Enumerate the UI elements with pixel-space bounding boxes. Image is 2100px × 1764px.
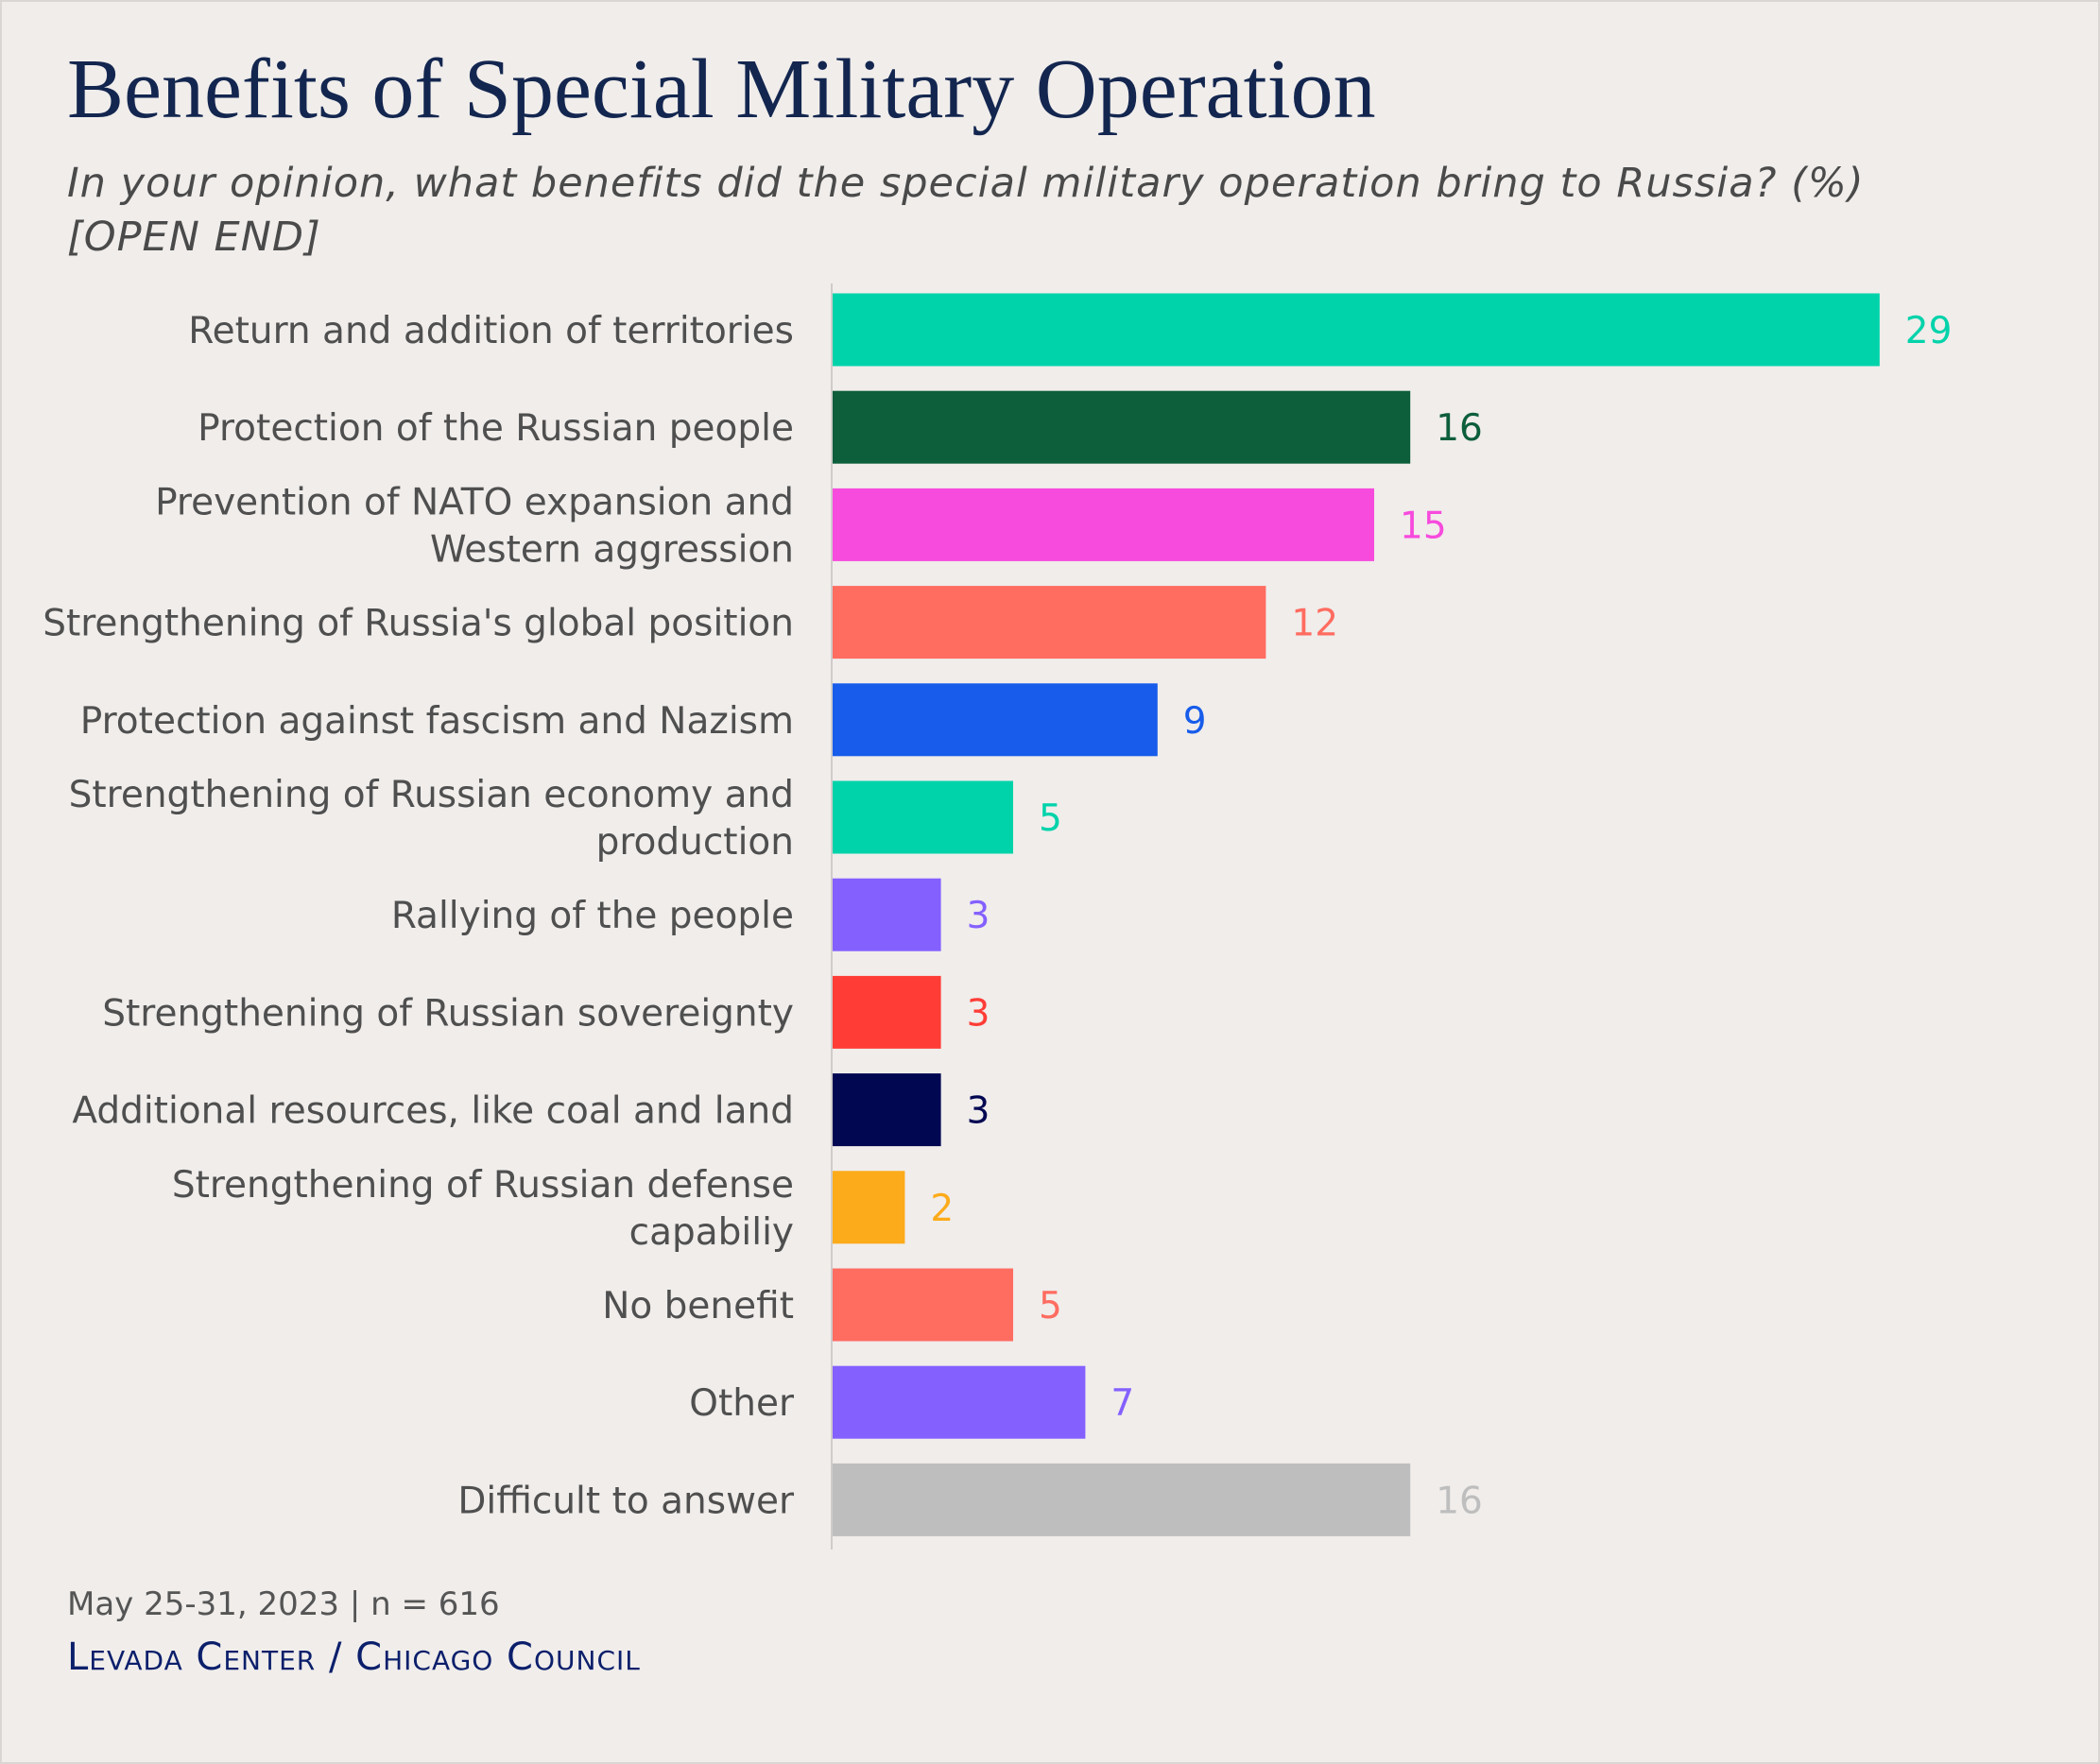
bar-11: [833, 1268, 1013, 1342]
value-label-1: 29: [1905, 310, 1953, 352]
category-label-3: Prevention of NATO expansion and Western …: [155, 481, 794, 571]
value-labels: 29 16 15 12 9 5 3 3 3 2 5 7 16: [930, 310, 1952, 1522]
value-label-8: 3: [967, 992, 990, 1035]
bar-1: [833, 293, 1880, 367]
value-label-10: 2: [930, 1188, 954, 1230]
value-label-12: 7: [1110, 1382, 1134, 1425]
category-label-6: Strengthening of Russian economy and prod…: [69, 774, 794, 864]
category-label-1: Return and addition of territories: [188, 310, 794, 352]
value-label-5: 9: [1183, 700, 1207, 743]
value-label-13: 16: [1436, 1480, 1483, 1522]
category-label-8: Strengthening of Russian sovereignty: [102, 992, 794, 1035]
category-label-10: Strengthening of Russian defense capabili…: [172, 1164, 794, 1254]
value-label-11: 5: [1039, 1285, 1062, 1327]
category-label-11: No benefit: [602, 1285, 794, 1327]
value-label-9: 3: [967, 1090, 990, 1133]
bar-4: [833, 586, 1266, 659]
bar-6: [833, 780, 1013, 854]
bar-3: [833, 488, 1374, 561]
source-date-sample: May 25-31, 2023 | n = 616: [67, 1585, 500, 1623]
bar-13: [833, 1463, 1411, 1536]
category-label-7: Rallying of the people: [391, 895, 794, 937]
bar-12: [833, 1365, 1086, 1439]
category-label-9: Additional resources, like coal and land: [72, 1090, 794, 1133]
bar-5: [833, 683, 1158, 757]
value-label-4: 12: [1291, 603, 1338, 645]
value-label-3: 15: [1400, 505, 1447, 547]
chart-title: Benefits of Special Military Operation: [67, 43, 1376, 136]
category-label-4: Strengthening of Russia's global positio…: [43, 603, 794, 645]
value-label-2: 16: [1436, 407, 1483, 450]
category-labels: Return and addition of territories Protec…: [43, 310, 795, 1522]
source-organization: Levada Center / Chicago Council: [67, 1636, 641, 1679]
category-label-13: Difficult to answer: [457, 1480, 795, 1522]
bar-10: [833, 1171, 905, 1244]
chart-subtitle: In your opinion, what benefits did the s…: [67, 160, 1865, 261]
category-label-2: Protection of the Russian people: [198, 407, 794, 450]
bar-2: [833, 390, 1411, 464]
bar-8: [833, 975, 941, 1049]
category-label-5: Protection against fascism and Nazism: [80, 700, 794, 743]
bar-7: [833, 878, 941, 951]
category-label-12: Other: [689, 1382, 795, 1425]
value-label-7: 3: [967, 895, 990, 937]
value-label-6: 5: [1039, 797, 1062, 840]
bars-layer: [833, 293, 1880, 1536]
bar-9: [833, 1073, 941, 1147]
